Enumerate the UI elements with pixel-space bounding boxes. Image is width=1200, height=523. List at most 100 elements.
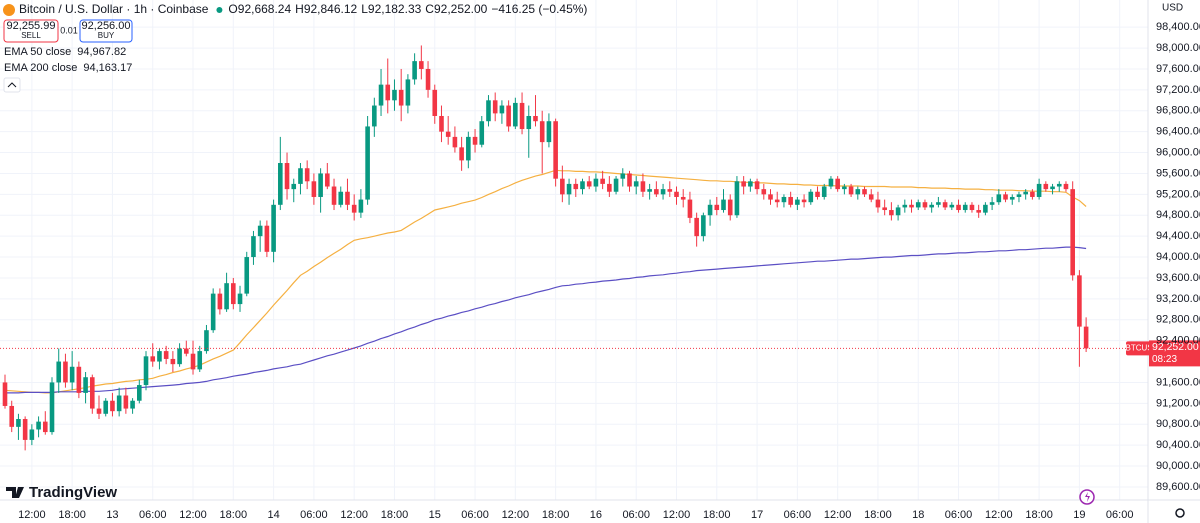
candle-body — [1003, 194, 1008, 200]
candle-body — [224, 283, 229, 310]
candle-body — [633, 181, 639, 187]
candle-body — [828, 178, 834, 187]
candle-body — [674, 191, 679, 197]
candle-body — [600, 178, 605, 184]
candle-body — [392, 89, 397, 101]
x-tick-label: 06:00 — [1106, 509, 1134, 521]
candle-body — [9, 405, 15, 427]
x-tick-label: 06:00 — [784, 509, 812, 521]
candle-body — [479, 121, 485, 145]
x-tick-label: 18:00 — [381, 509, 409, 521]
candle-body — [868, 194, 874, 200]
x-tick-label: 06:00 — [945, 509, 973, 521]
candle-body — [29, 429, 35, 440]
candle-body — [264, 225, 270, 252]
candle-body — [539, 121, 545, 143]
candle-body — [358, 199, 364, 213]
y-tick-label: 93,200.00 — [1156, 293, 1200, 305]
candle-body — [687, 199, 693, 218]
candle-body — [103, 400, 109, 414]
candle-body — [506, 105, 511, 127]
candle-body — [721, 199, 726, 211]
indicator-lines — [4, 169, 1087, 394]
x-tick-label: 12:00 — [824, 509, 852, 521]
settings-icon[interactable] — [1175, 508, 1185, 518]
buy-price: 92,256.00 — [82, 20, 131, 32]
y-tick-label: 95,600.00 — [1156, 167, 1200, 179]
candle-body — [1043, 183, 1049, 190]
x-tick-label: 17 — [751, 509, 763, 521]
candle-body — [862, 189, 867, 195]
candle-body — [311, 181, 317, 197]
y-tick-label: 91,600.00 — [1156, 376, 1200, 388]
x-tick-label: 06:00 — [300, 509, 328, 521]
candle-body — [533, 115, 538, 122]
candle-body — [1030, 191, 1035, 197]
candle-body — [526, 115, 532, 130]
candle-body — [553, 121, 558, 179]
candle-body — [76, 366, 82, 393]
x-tick-label: 18:00 — [220, 509, 248, 521]
candle-body — [895, 207, 901, 216]
candle-body — [257, 225, 263, 237]
candle-body — [365, 126, 370, 200]
candle-body — [996, 194, 1002, 203]
candle-body — [593, 178, 599, 187]
price-tag-text: 92,252.00 — [1152, 341, 1199, 353]
candle-body — [331, 186, 337, 205]
candle-body — [654, 189, 659, 195]
candle-body — [110, 400, 115, 412]
candle-body — [734, 181, 740, 216]
symbol-icon — [3, 4, 15, 16]
sell-price: 92,255.99 — [7, 20, 56, 32]
candle-body — [821, 186, 827, 197]
price-tag — [1149, 340, 1200, 367]
candle-body — [338, 191, 344, 205]
sell-button[interactable] — [3, 19, 59, 43]
candle-body — [781, 196, 787, 203]
candle-body — [412, 61, 417, 80]
candle-body — [271, 204, 276, 252]
candle-body — [1083, 326, 1089, 349]
candle-body — [983, 204, 988, 213]
candle-body — [741, 181, 746, 187]
collapse-button[interactable] — [3, 77, 21, 93]
candle-body — [143, 356, 149, 386]
candle-body — [714, 204, 720, 211]
candle-body — [130, 400, 135, 409]
x-tick-label: 13 — [106, 509, 118, 521]
replay-glyph — [1085, 492, 1090, 502]
candle-body — [573, 183, 579, 190]
ema-line — [4, 169, 1087, 394]
y-tick-label: 95,200.00 — [1156, 188, 1200, 200]
x-tick-label: 16 — [590, 509, 602, 521]
candle-body — [210, 293, 216, 331]
candle-body — [922, 202, 928, 208]
y-tick-label: 90,800.00 — [1156, 418, 1200, 430]
candle-body — [701, 215, 706, 237]
candle-body — [123, 395, 129, 409]
candle-body — [694, 217, 699, 237]
candle-body — [284, 163, 290, 190]
candle-body — [398, 89, 404, 106]
y-tick-label: 97,200.00 — [1156, 84, 1200, 96]
buy-button[interactable] — [79, 19, 133, 43]
close-value: 92,252.00 — [434, 2, 488, 16]
candle-body — [580, 181, 585, 190]
candle-body — [1009, 196, 1015, 200]
candle-body — [627, 173, 632, 187]
legend-value: 94,967.82 — [77, 46, 126, 58]
collapse-icon — [7, 82, 17, 88]
candle-body — [204, 330, 209, 352]
candle-body — [486, 100, 491, 122]
candle-body — [613, 178, 619, 192]
y-tick-label: 92,800.00 — [1156, 314, 1200, 326]
candle-body — [936, 202, 941, 205]
y-tick-label: 98,000.00 — [1156, 42, 1200, 54]
y-tick-label: 96,000.00 — [1156, 146, 1200, 158]
symbol-title: Bitcoin / U.S. Dollar · 1h · Coinbase — [19, 2, 209, 16]
x-tick-label: 06:00 — [461, 509, 489, 521]
x-tick-label: 18:00 — [864, 509, 892, 521]
candle-body — [237, 293, 243, 305]
candle-body — [842, 186, 847, 190]
